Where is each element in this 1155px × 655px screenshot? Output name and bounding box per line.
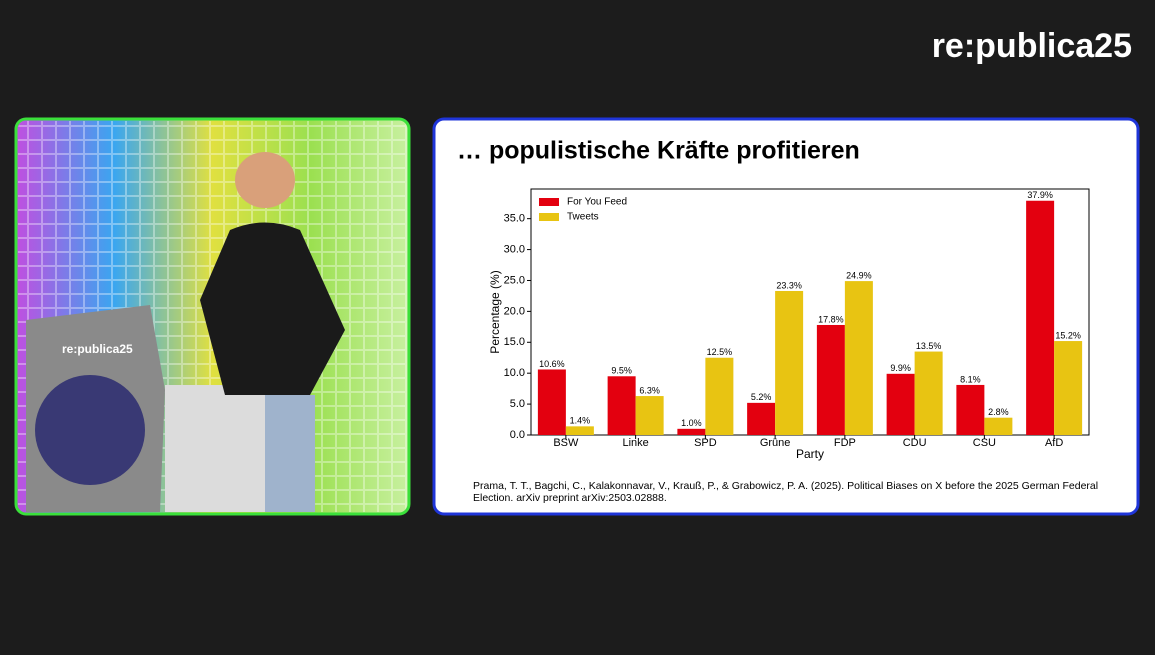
speaker-head [235,152,295,208]
x-axis-label: Party [796,447,824,461]
podium-graphic [35,375,145,485]
citation-box: Prama, T. T., Bagchi, C., Kalakonnavar, … [473,480,1099,504]
bar [677,428,706,435]
bar [607,376,636,435]
value-label: 23.3% [776,280,802,290]
value-label: 37.9% [1027,190,1053,200]
value-label: 1.0% [681,418,702,428]
y-tick-label: 5.0 [510,398,525,410]
value-label: 12.5% [707,347,733,357]
bar [956,384,985,435]
bar [1054,341,1083,435]
speaker-legs [265,395,315,512]
x-tick-label: Grüne [760,437,791,449]
bar [747,402,776,435]
legend-label: For You Feed [567,197,627,208]
bar [537,369,566,435]
value-label: 1.4% [570,416,591,426]
bar [886,373,915,435]
bar [844,281,873,435]
value-label: 17.8% [818,314,844,324]
y-tick-label: 10.0 [504,367,525,379]
bar [705,357,734,435]
y-tick-label: 20.0 [504,305,525,317]
legend-swatch [539,213,559,221]
value-label: 13.5% [916,341,942,351]
value-label: 6.3% [639,385,660,395]
x-tick-label: CDU [903,437,927,449]
bar [1026,200,1055,435]
value-label: 2.8% [988,407,1009,417]
bar [635,396,664,435]
x-tick-label: BSW [553,437,579,449]
speaker-body [200,222,345,395]
y-axis-label: Percentage (%) [488,270,502,353]
legend-label: Tweets [567,212,599,223]
bar [565,426,594,435]
speaker-video: re:publica25 [14,117,411,516]
value-label: 10.6% [539,359,565,369]
bar [816,324,845,435]
citation: Prama, T. T., Bagchi, C., Kalakonnavar, … [473,480,1099,504]
slide-title: … populistische Kräfte profitieren [457,137,860,165]
x-tick-label: Linke [622,437,648,449]
bar [914,351,943,435]
y-tick-label: 35.0 [504,213,525,225]
bar [775,290,804,435]
podium-logo: re:publica25 [62,342,133,356]
value-label: 15.2% [1055,330,1081,340]
value-label: 9.5% [611,366,632,376]
x-tick-label: FDP [834,437,856,449]
y-tick-label: 25.0 [504,274,525,286]
y-tick-label: 15.0 [504,336,525,348]
value-label: 24.9% [846,270,872,280]
logo: re:publica25 [932,27,1132,65]
y-tick-label: 30.0 [504,243,525,255]
legend-swatch [539,198,559,206]
plot: 0.0 5.0 10.0 15.0 20.0 25.0 30.0 35.0 Percentage… [488,188,1090,461]
value-label: 8.1% [960,374,981,384]
bar [984,417,1013,435]
value-label: 5.2% [751,392,772,402]
y-tick-label: 0.0 [510,429,525,441]
x-tick-label: CSU [973,437,996,449]
value-label: 9.9% [890,363,911,373]
x-tick-label: AfD [1045,437,1063,449]
crate-table [165,385,265,512]
x-tick-label: SPD [694,437,717,449]
plot-frame [530,188,1090,436]
